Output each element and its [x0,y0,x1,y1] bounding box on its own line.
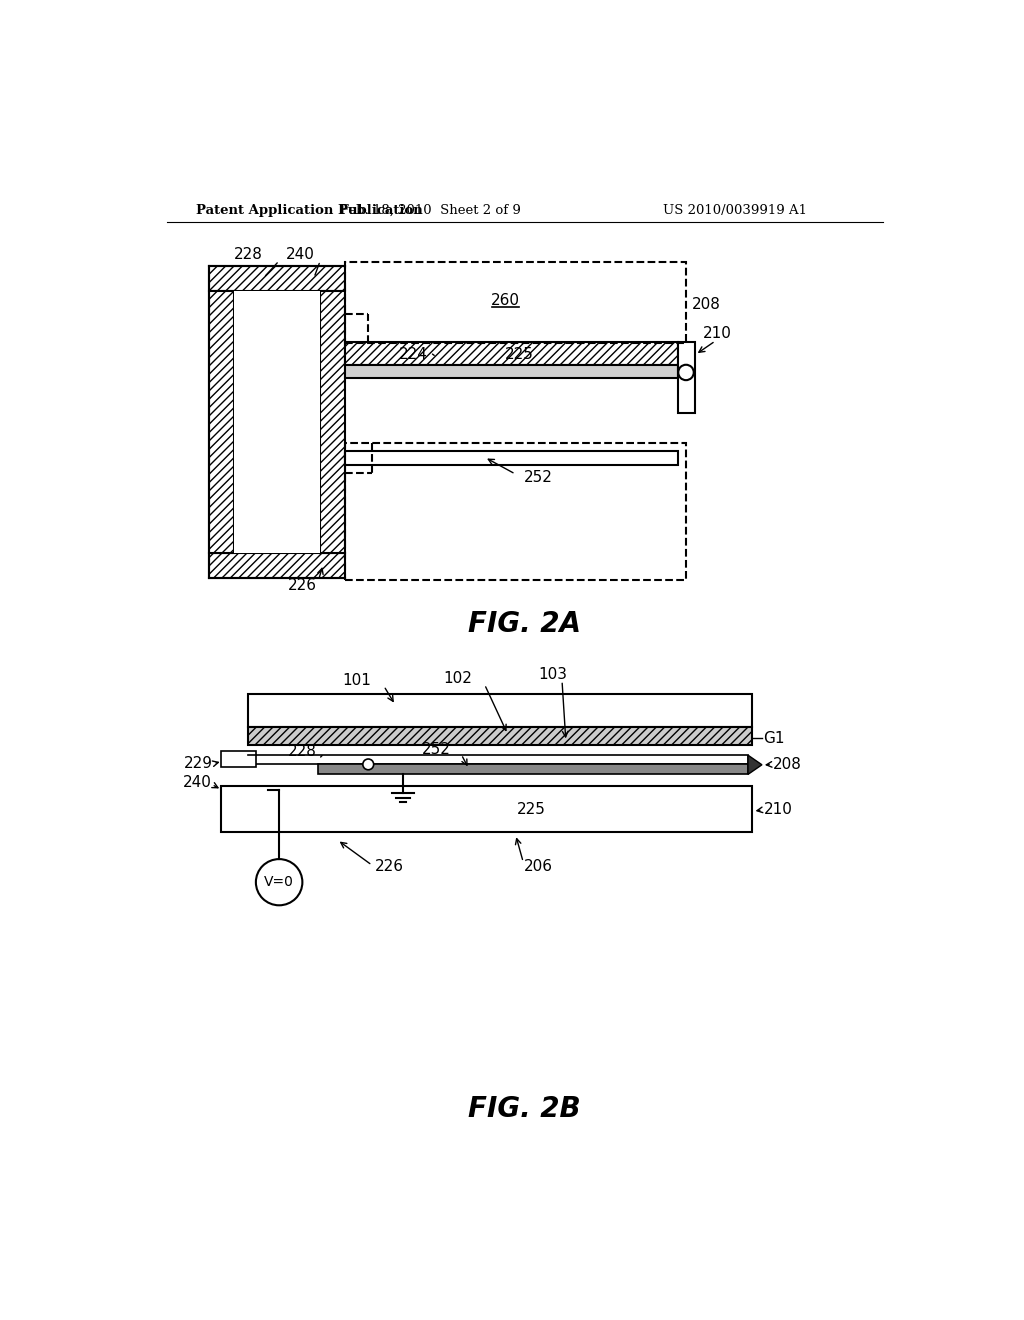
Text: 225: 225 [516,801,546,817]
Text: 210: 210 [764,801,793,817]
Bar [209,290,234,553]
Text: 229: 229 [184,756,213,771]
Bar [221,785,267,799]
Text: 103: 103 [539,667,567,682]
Bar [209,267,345,290]
Bar [321,290,345,553]
Text: V=0: V=0 [264,875,294,890]
Bar [248,726,752,744]
Bar [345,451,678,465]
Text: 210: 210 [703,326,732,342]
Bar [345,263,686,343]
Text: 228: 228 [288,743,316,759]
Bar [209,553,345,578]
Bar [234,290,321,553]
Text: G1: G1 [764,731,785,746]
Polygon shape [748,755,762,775]
Text: 226: 226 [288,578,316,593]
Text: 224: 224 [398,347,428,362]
Circle shape [362,759,374,770]
Text: FIG. 2B: FIG. 2B [469,1096,581,1123]
Text: 252: 252 [422,742,451,758]
Text: 240: 240 [286,247,314,263]
Text: FIG. 2A: FIG. 2A [468,610,582,639]
Text: 226: 226 [375,859,403,874]
Text: 260: 260 [490,293,520,309]
Bar [248,693,752,726]
Bar [248,755,748,764]
Text: 102: 102 [443,672,472,686]
Bar [345,444,686,581]
Text: 252: 252 [524,470,553,486]
Text: 225: 225 [505,347,534,362]
Bar [221,751,256,767]
Text: 240: 240 [183,775,212,789]
Circle shape [256,859,302,906]
Bar [221,785,752,832]
Bar [345,342,678,364]
Text: Feb. 18, 2010  Sheet 2 of 9: Feb. 18, 2010 Sheet 2 of 9 [340,205,520,218]
Text: 208: 208 [692,297,721,313]
Text: 208: 208 [773,756,802,772]
Text: 101: 101 [342,673,371,688]
Text: 228: 228 [233,247,262,263]
Bar [678,342,695,412]
Text: Patent Application Publication: Patent Application Publication [197,205,423,218]
Bar [317,764,748,775]
Bar [345,364,678,378]
Text: US 2010/0039919 A1: US 2010/0039919 A1 [663,205,807,218]
Text: 206: 206 [524,859,553,874]
